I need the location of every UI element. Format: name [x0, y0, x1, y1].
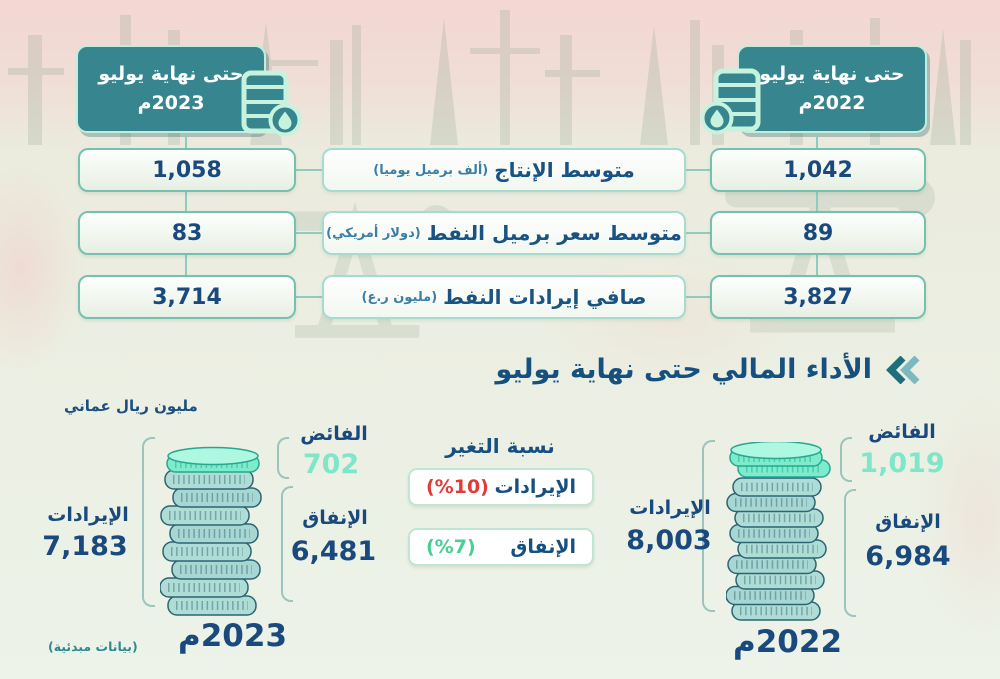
double-chevron-icon [886, 355, 920, 384]
connector-line [296, 232, 322, 234]
change-revenues-value: (%10) [426, 476, 489, 498]
value-2023-net-revenues: 3,714 [78, 275, 296, 319]
spending-value-2022: 6,984 [865, 541, 951, 572]
connector-line [296, 296, 322, 298]
change-spending-value: (%7) [426, 536, 476, 558]
change-spending-box: الإنفاق (%7) [408, 528, 594, 566]
surplus-label-2023: الفائض [300, 423, 368, 445]
pink-texture-patch [0, 165, 85, 375]
coin-stack-2023-illustration [160, 446, 262, 616]
change-revenues-box: الإيرادات (%10) [408, 468, 594, 506]
row-unit-text: (ألف برميل يوميا) [373, 162, 489, 178]
connector-line [185, 192, 187, 211]
connector-line [816, 192, 818, 211]
badge-year: 2023م [137, 92, 205, 114]
spending-bracket-2022 [844, 489, 856, 617]
unit-note: مليون ريال عماني [64, 397, 198, 415]
spending-value-2023: 6,481 [290, 536, 377, 567]
row-label-oil-price: متوسط سعر برميل النفط (دولار أمريكي) [322, 211, 686, 255]
badge-line1: حتى نهاية يوليو [98, 62, 244, 85]
value-2023-production: 1,058 [78, 148, 296, 192]
revenues-label-2022: الإيرادات [629, 497, 711, 519]
spending-label-2023: الإنفاق [302, 507, 368, 529]
row-unit-text: (مليون ر.ع) [361, 289, 438, 305]
row-label-production: متوسط الإنتاج (ألف برميل يوميا) [322, 148, 686, 192]
year-label-2022: 2022م [733, 624, 843, 660]
badge-until-july-2022: حتى نهاية يوليو 2022م [737, 45, 927, 133]
badge-until-july-2023: حتى نهاية يوليو 2023م [76, 45, 266, 133]
value-2023-oil-price: 83 [78, 211, 296, 255]
oil-barrel-icon [700, 68, 761, 135]
preliminary-data-note: (بيانات مبدئية) [48, 639, 138, 654]
row-unit-text: (دولار أمريكي) [326, 225, 421, 241]
surplus-value-2023: 702 [302, 449, 360, 480]
connector-line [816, 133, 818, 148]
row-label-text: متوسط سعر برميل النفط [426, 221, 682, 245]
connector-line [816, 255, 818, 275]
revenues-bracket-2022 [702, 440, 715, 612]
revenues-value-2022: 8,003 [626, 525, 712, 556]
row-label-text: متوسط الإنتاج [494, 158, 635, 182]
row-label-net-revenues: صافي إيرادات النفط (مليون ر.ع) [322, 275, 686, 319]
section-title: الأداء المالي حتى نهاية يوليو [495, 354, 872, 385]
connector-line [686, 232, 710, 234]
badge-year: 2022م [798, 92, 866, 114]
spending-bracket-2023 [281, 486, 293, 602]
revenues-bracket-2023 [142, 437, 155, 607]
revenues-value-2023: 7,183 [42, 531, 128, 562]
connector-line [686, 296, 710, 298]
change-rate-title: نسبة التغير [445, 434, 555, 458]
surplus-bracket-2023 [277, 437, 289, 479]
connector-line [296, 169, 322, 171]
year-label-2023: 2023م [178, 618, 288, 654]
badge-line1: حتى نهاية يوليو [759, 62, 905, 85]
revenues-label-2023: الإيرادات [47, 504, 129, 526]
row-label-text: صافي إيرادات النفط [443, 285, 647, 309]
value-2022-oil-price: 89 [710, 211, 926, 255]
coin-stack-2022-illustration [726, 442, 831, 621]
change-revenues-label: الإيرادات [494, 476, 576, 498]
value-2022-production: 1,042 [710, 148, 926, 192]
connector-line [185, 255, 187, 275]
financial-performance-section-header: الأداء المالي حتى نهاية يوليو [495, 354, 922, 385]
spending-label-2022: الإنفاق [875, 511, 941, 533]
change-spending-label: الإنفاق [510, 536, 576, 558]
value-2022-net-revenues: 3,827 [710, 275, 926, 319]
connector-line [185, 133, 187, 148]
connector-line [686, 169, 710, 171]
surplus-bracket-2022 [840, 437, 852, 482]
surplus-label-2022: الفائض [868, 421, 936, 443]
oil-barrel-icon [241, 70, 302, 137]
surplus-value-2022: 1,019 [859, 448, 945, 479]
